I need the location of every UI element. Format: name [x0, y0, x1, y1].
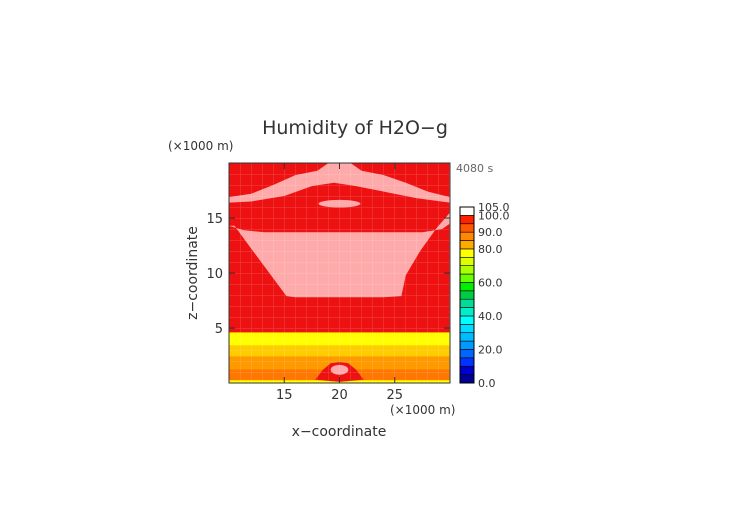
colorbar-level — [459, 223, 475, 233]
colorbar-level — [459, 265, 475, 275]
chart-title: Humidity of H2O−g — [262, 117, 448, 139]
colorbar-level — [459, 298, 475, 308]
x-tick-label: 25 — [386, 388, 403, 403]
colorbar-frame — [459, 206, 475, 384]
colorbar-tick-label: 80.0 — [478, 243, 503, 256]
colorbar-tick-label: 20.0 — [478, 343, 503, 356]
time-label: 4080 s — [456, 162, 493, 175]
colorbar-level — [459, 231, 475, 241]
x-tick-label: 20 — [331, 388, 348, 403]
colorbar-level — [459, 290, 475, 300]
colorbar-level — [459, 256, 475, 266]
colorbar-level — [459, 273, 475, 283]
colorbar-tick-label: 90.0 — [478, 226, 503, 239]
colorbar-level — [459, 307, 475, 317]
y-axis-label: z−coordinate — [185, 226, 201, 320]
y-tick-label: 10 — [206, 267, 223, 282]
x-unit-label: (×1000 m) — [390, 403, 455, 417]
colorbar-level — [459, 340, 475, 350]
colorbar-level — [459, 374, 475, 384]
y-tick-label: 5 — [215, 322, 223, 337]
colorbar-level — [459, 282, 475, 292]
y-unit-label: (×1000 m) — [168, 139, 233, 153]
colorbar-tick-label: 0.0 — [478, 377, 496, 390]
x-axis-label: x−coordinate — [292, 424, 387, 440]
colorbar-level — [459, 332, 475, 342]
colorbar-level — [459, 215, 475, 225]
colorbar-level — [459, 324, 475, 334]
colorbar-tick-label: 40.0 — [478, 310, 503, 323]
grid-overlay — [229, 163, 450, 383]
colorbar-tick-label: 60.0 — [478, 276, 503, 289]
colorbar-tick-label: 105.0 — [478, 201, 510, 214]
y-tick-label: 15 — [206, 212, 223, 227]
colorbar-level — [459, 240, 475, 250]
colorbar-level — [459, 206, 475, 216]
colorbar-level — [459, 248, 475, 258]
colorbar-tick-label: 100.0 — [478, 209, 510, 222]
x-tick-label: 15 — [276, 388, 293, 403]
axis-ticks: 15 20 25 5 10 15 — [206, 163, 450, 403]
colorbar-level — [459, 357, 475, 367]
colorbar-level — [459, 349, 475, 359]
colorbar-level — [459, 315, 475, 325]
colorbar-level — [459, 365, 475, 375]
